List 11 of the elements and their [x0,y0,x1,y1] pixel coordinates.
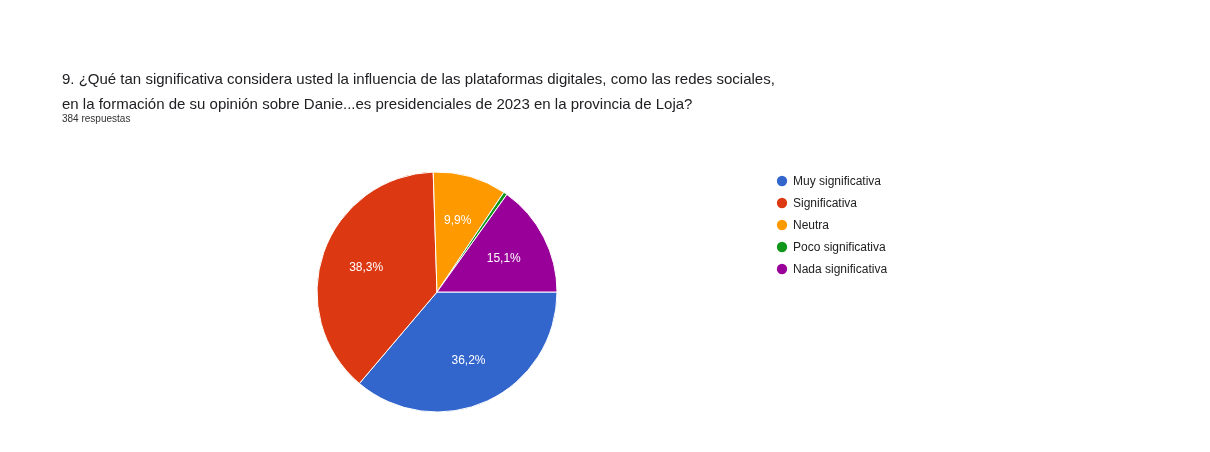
legend-label: Muy significativa [793,174,882,188]
chart-title: 9. ¿Qué tan significativa considera usted la influencia de las plataformas digitales, como las redes sociales, en la formación de su opinión sobre Danie...es presidenciales de 2023 en la provincia de Loja? [62,70,775,112]
data-label: 36,2% [451,353,486,368]
legend-label: Significativa [793,196,858,210]
legend-label: Poco significativa [793,240,887,254]
legend-label: Neutra [793,218,830,232]
legend-label: Nada significativa [793,262,888,276]
text: 384 respuestas [62,113,131,124]
data-label: 15,1% [486,250,522,265]
data-label: 9,9% [444,212,472,227]
data-label: 38,3% [349,260,384,275]
